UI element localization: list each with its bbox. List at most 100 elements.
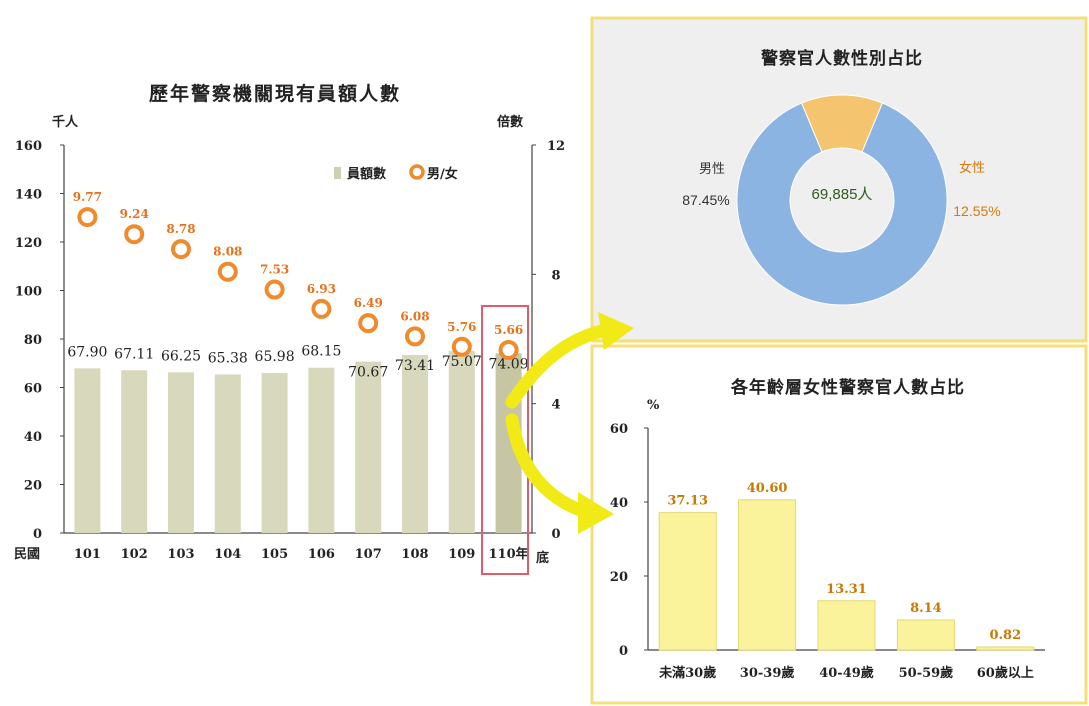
age-bar xyxy=(658,512,717,651)
legend-bar-label: 員額數 xyxy=(346,166,386,182)
x-tick-label: 104 xyxy=(214,547,241,562)
staff-bar-label: 67.11 xyxy=(114,346,154,362)
male-slice xyxy=(736,102,948,306)
donut-slices xyxy=(736,94,948,306)
ratio-label: 7.53 xyxy=(260,263,289,277)
ratio-marker xyxy=(264,279,285,300)
staff-bar-label: 66.25 xyxy=(161,348,201,364)
left-y-tick: 40 xyxy=(24,430,42,445)
ratio-markers xyxy=(77,207,519,360)
legend-bar-swatch xyxy=(334,167,341,179)
age-x-tick-label: 60歲以上 xyxy=(977,665,1034,681)
staff-bar xyxy=(402,354,428,533)
left-y-tick: 80 xyxy=(24,333,42,348)
ratio-marker xyxy=(498,339,519,360)
highlight-box xyxy=(481,305,529,575)
x-prefix-label: 民國 xyxy=(14,547,40,562)
left-y-tick: 100 xyxy=(15,285,42,300)
age-x-axis-ticks: 未滿30歲 30-39歲 40-49歲 50-59歲 60歲以上 xyxy=(658,665,1034,681)
left-y-tick: 120 xyxy=(15,236,42,251)
age-bar xyxy=(976,646,1035,651)
arrow-up-head xyxy=(598,312,634,350)
age-x-tick-label: 30-39歲 xyxy=(740,665,795,681)
age-x-tick-label: 50-59歲 xyxy=(899,665,954,681)
age-bar xyxy=(738,499,797,651)
x-tick-label: 103 xyxy=(167,547,194,562)
x-tick-label: 108 xyxy=(401,547,428,562)
age-bar xyxy=(817,600,876,651)
staff-bar-labels: 67.90 67.11 66.25 65.38 65.98 68.15 70.67 73.41… xyxy=(67,344,528,381)
x-tick-label: 105 xyxy=(261,547,288,562)
ratio-label: 6.08 xyxy=(400,309,429,323)
age-y-tick: 20 xyxy=(610,570,628,585)
age-bar-labels: 37.13 40.60 13.31 8.14 0.82 xyxy=(667,481,1021,643)
left-y-tick: 20 xyxy=(24,479,42,494)
age-y-tick: 60 xyxy=(610,422,628,437)
age-y-tick: 40 xyxy=(610,496,628,511)
age-bar-label: 37.13 xyxy=(667,494,708,509)
x-suffix-label: 底 xyxy=(536,550,549,566)
right-y-axis: 0 4 8 12 xyxy=(532,139,565,542)
ratio-marker xyxy=(77,207,98,228)
ratio-marker xyxy=(124,224,145,245)
arrow-down xyxy=(505,413,593,519)
age-bar-label: 8.14 xyxy=(910,601,942,616)
ratio-label: 9.77 xyxy=(73,190,102,204)
age-x-tick-label: 40-49歲 xyxy=(819,665,874,681)
staff-bar-label: 65.98 xyxy=(255,349,295,365)
ratio-marker xyxy=(451,336,472,357)
ratio-label: 8.78 xyxy=(166,222,195,236)
left-y-tick: 60 xyxy=(24,382,42,397)
male-slice-value: 87.45% xyxy=(682,192,729,208)
staff-bar xyxy=(261,372,288,533)
ratio-label: 6.49 xyxy=(354,296,383,310)
staff-bar-label: 74.09 xyxy=(489,356,529,372)
staff-bar xyxy=(121,370,148,533)
female-slice xyxy=(801,94,883,153)
right-y-tick: 8 xyxy=(551,268,560,283)
ratio-label: 6.93 xyxy=(307,282,336,296)
age-bar-label: 0.82 xyxy=(989,628,1021,643)
age-bar-label: 40.60 xyxy=(747,481,788,496)
ratio-label: 5.66 xyxy=(494,323,523,337)
x-tick-label: 110年 xyxy=(489,546,529,562)
left-y-tick: 140 xyxy=(15,188,42,203)
age-y-axis: 0 20 40 60 xyxy=(610,422,648,659)
age-bar-chart: 各年齡層女性警察官人數占比 % 0 20 40 60 37.13 40.60 13.31 8… xyxy=(610,377,1045,681)
x-tick-label: 101 xyxy=(74,547,101,562)
legend-ratio-label: 男/女 xyxy=(427,166,458,182)
male-slice-name: 男性 xyxy=(699,162,725,177)
legend-ratio-marker xyxy=(409,164,425,180)
legend: 員額數 男/女 xyxy=(334,164,458,182)
left-y-axis: 0 20 40 60 80 100 120 140 160 xyxy=(15,139,64,542)
x-tick-label: 106 xyxy=(308,547,335,562)
ratio-label: 9.24 xyxy=(120,207,149,221)
right-y-tick: 0 xyxy=(551,527,560,542)
left-y-tick: 160 xyxy=(15,139,42,154)
staff-bar xyxy=(214,374,241,533)
x-tick-label: 107 xyxy=(355,547,382,562)
ratio-marker xyxy=(405,326,425,347)
staff-bar xyxy=(74,368,101,533)
age-y-tick: 0 xyxy=(619,644,628,659)
ratio-marker xyxy=(171,239,191,260)
age-x-tick-label: 未滿30歲 xyxy=(658,665,716,681)
staff-bar-label: 65.38 xyxy=(208,350,248,366)
donut-title: 警察官人數性別占比 xyxy=(760,48,923,69)
ratio-label: 5.76 xyxy=(447,320,476,334)
x-tick-label: 109 xyxy=(448,547,475,562)
staff-bars xyxy=(74,350,522,533)
age-chart-title: 各年齡層女性警察官人數占比 xyxy=(730,377,965,398)
ratio-marker xyxy=(311,298,332,319)
donut-center-label: 69,885人 xyxy=(812,186,873,203)
staff-bar-label: 70.67 xyxy=(348,365,388,381)
left-chart-title: 歷年警察機關現有員額人數 xyxy=(149,82,401,105)
arrow-down-head xyxy=(578,492,614,534)
arrow-up xyxy=(505,323,613,409)
right-y-tick: 12 xyxy=(547,139,565,154)
age-y-unit: % xyxy=(647,398,660,413)
x-axis-ticks: 101 102 103 104 105 106 107 108 109 110年 xyxy=(74,546,529,562)
left-y-tick: 0 xyxy=(33,527,42,542)
staff-bar xyxy=(448,350,475,533)
